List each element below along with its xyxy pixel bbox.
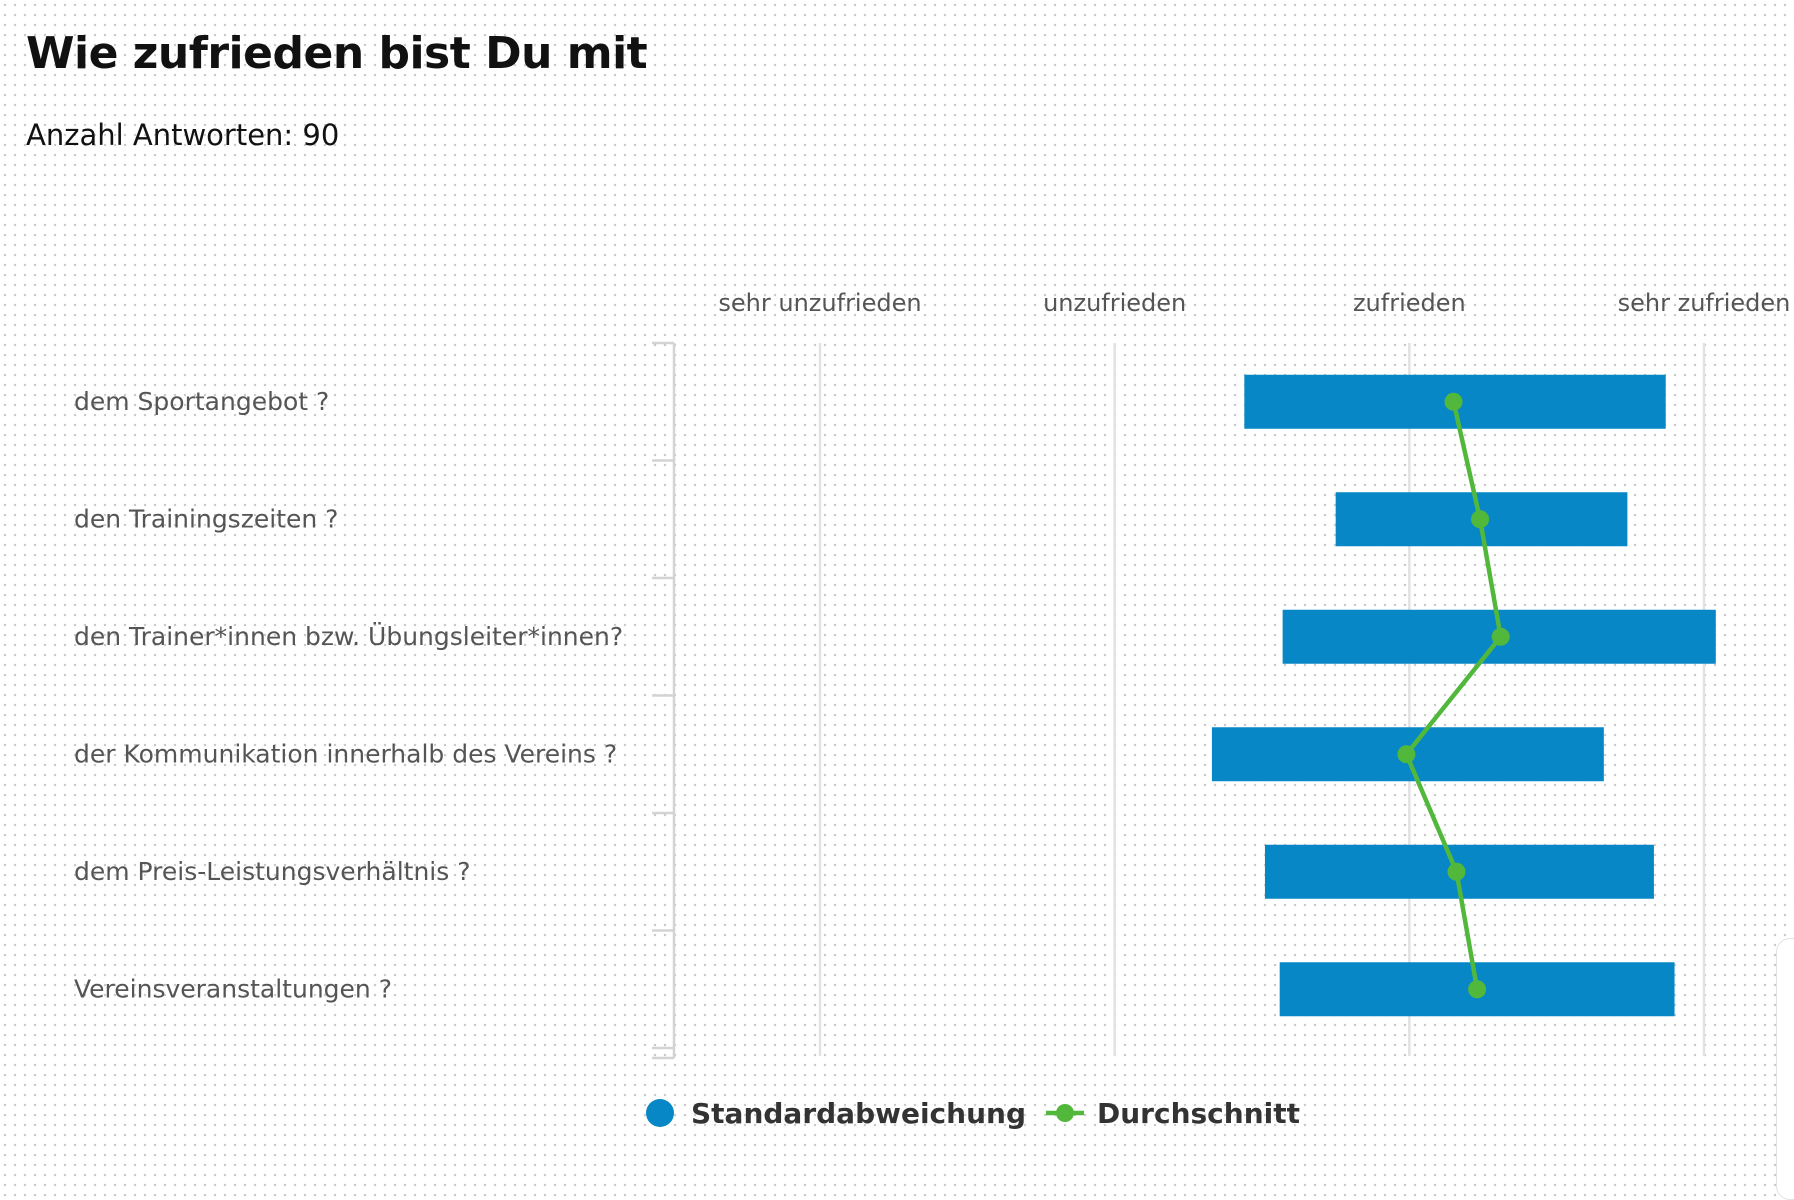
category-axis bbox=[652, 341, 676, 1060]
legend-average-marker bbox=[1056, 1104, 1074, 1122]
legend-average-label: Durchschnitt bbox=[1097, 1097, 1300, 1130]
category-label: Vereinsveranstaltungen ? bbox=[74, 974, 392, 1003]
average-point bbox=[1471, 510, 1490, 529]
legend-std-dev-marker bbox=[646, 1099, 674, 1127]
side-panel-edge bbox=[1776, 938, 1794, 1200]
category-label: den Trainingszeiten ? bbox=[74, 504, 338, 533]
legend-std-dev-label: Standardabweichung bbox=[691, 1097, 1026, 1130]
x-tick-label: zufrieden bbox=[1353, 289, 1466, 317]
chart-title: Wie zufrieden bist Du mit bbox=[26, 28, 648, 79]
category-labels: dem Sportangebot ? den Trainingszeiten ? d… bbox=[74, 387, 623, 1004]
legend: Standardabweichung Durchschnitt bbox=[646, 1097, 1300, 1130]
average-point bbox=[1468, 980, 1487, 999]
category-label: dem Preis-Leistungsverhältnis ? bbox=[74, 857, 470, 886]
average-series-line bbox=[1404, 401, 1503, 990]
x-tick-labels: sehr unzufrieden unzufrieden zufrieden sehr… bbox=[718, 289, 1790, 317]
category-label: der Kommunikation innerhalb des Vereins … bbox=[74, 739, 617, 768]
x-tick-label: sehr zufrieden bbox=[1618, 289, 1791, 317]
response-count: Anzahl Antworten: 90 bbox=[26, 118, 340, 152]
x-tick-label: unzufrieden bbox=[1043, 289, 1186, 317]
category-label: den Trainer*innen bzw. Übungsleiter*inne… bbox=[74, 622, 623, 651]
grid-lines bbox=[818, 343, 1706, 1056]
average-point bbox=[1447, 862, 1466, 881]
average-line bbox=[1397, 392, 1510, 999]
average-point bbox=[1397, 745, 1416, 764]
x-tick-label: sehr unzufrieden bbox=[718, 289, 921, 317]
average-point bbox=[1444, 392, 1463, 411]
category-label: dem Sportangebot ? bbox=[74, 387, 329, 416]
average-point bbox=[1491, 627, 1510, 646]
